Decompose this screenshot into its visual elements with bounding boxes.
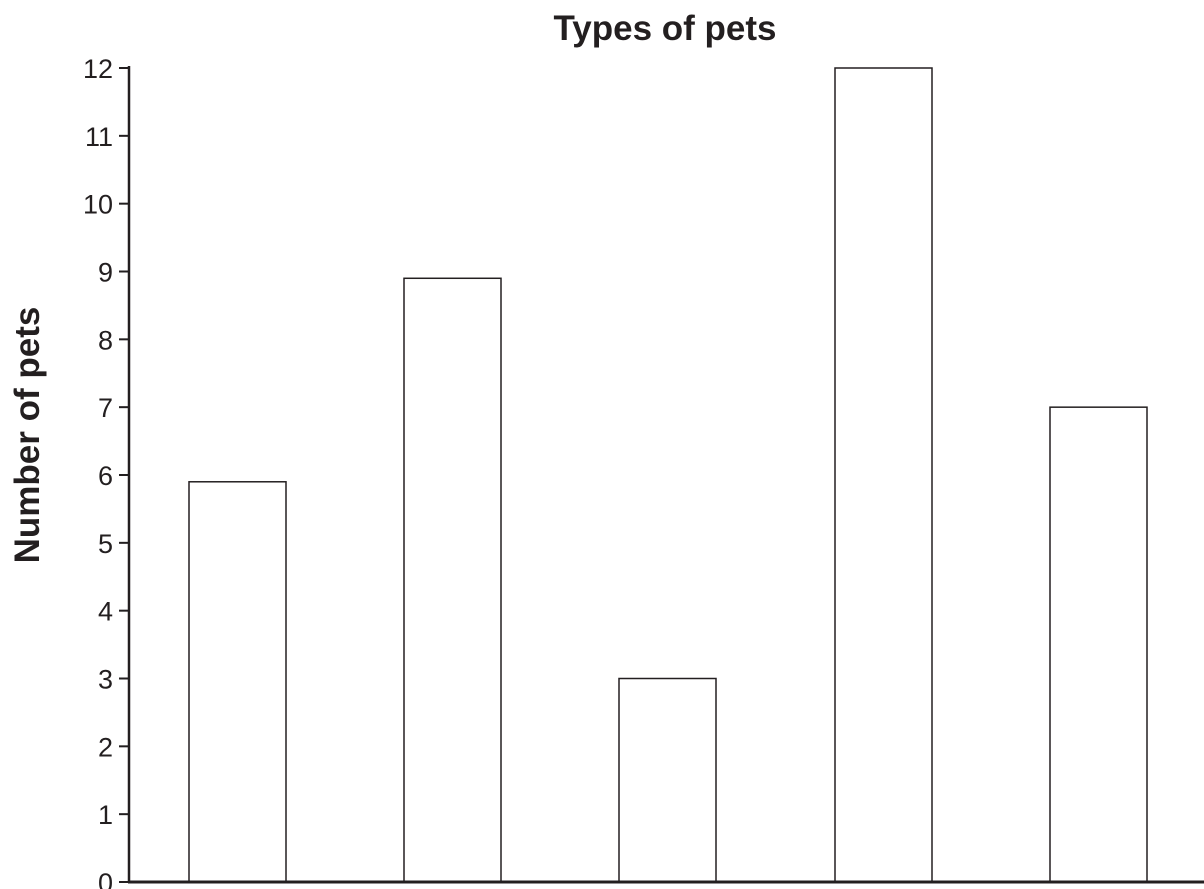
y-tick-label: 7 xyxy=(98,393,113,423)
bars-group xyxy=(188,67,1148,883)
y-tick-label: 0 xyxy=(98,868,113,889)
y-tick-label: 2 xyxy=(98,732,113,762)
y-tick-label: 6 xyxy=(98,461,113,491)
y-tick-label: 3 xyxy=(98,665,113,695)
chart-title: Types of pets xyxy=(553,9,776,48)
y-tick-label: 8 xyxy=(98,325,113,355)
bar xyxy=(1049,406,1148,883)
y-tick-label: 4 xyxy=(98,597,113,627)
y-tick-label: 11 xyxy=(85,122,113,152)
y-axis-label: Number of pets xyxy=(8,307,47,564)
bar xyxy=(618,677,717,883)
bar xyxy=(834,67,933,883)
y-tick-label: 12 xyxy=(83,54,113,84)
y-tick-label: 1 xyxy=(98,800,113,830)
bar xyxy=(403,277,502,883)
y-tick-label: 9 xyxy=(98,258,113,288)
y-tick-label: 5 xyxy=(98,529,113,559)
bar xyxy=(188,481,287,883)
y-tick-label: 10 xyxy=(83,190,113,220)
